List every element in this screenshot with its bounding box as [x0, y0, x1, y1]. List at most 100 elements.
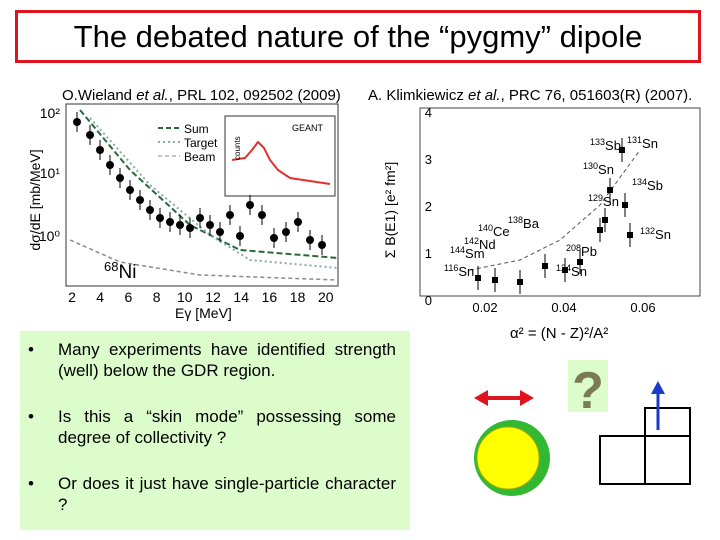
element: Sn — [458, 264, 474, 279]
mass-number: 142 — [464, 236, 479, 246]
data-point — [542, 263, 548, 269]
y-tick-label: 4 — [425, 105, 432, 120]
bullet-box: • Many experiments have identified streng… — [20, 331, 410, 530]
data-point — [136, 196, 144, 204]
nucleus-label: 130Sn — [583, 161, 614, 177]
legend-entry: Target — [184, 136, 218, 150]
nucleus-label: 138Ba — [508, 215, 540, 231]
nucleus-label: 68Ni — [104, 259, 136, 283]
bullet-dot: • — [28, 407, 34, 426]
data-point — [306, 236, 314, 244]
data-point — [318, 241, 326, 249]
mass-number: 133 — [590, 137, 605, 147]
x-axis-label: Eγ [MeV] — [175, 305, 232, 321]
data-point — [176, 221, 184, 229]
y-tick-label: 10⁰ — [39, 228, 61, 244]
legend-entry: Sum — [184, 122, 209, 136]
y-axis-label: Σ B(E1) [e² fm²] — [382, 162, 398, 259]
x-tick-label: 16 — [262, 289, 278, 305]
y-tick-label: 2 — [425, 199, 432, 214]
bullet-text: Many experiments have identified strengt… — [58, 340, 396, 380]
mass-number: 138 — [508, 215, 523, 225]
data-point — [492, 277, 498, 283]
nucleus-label: 132Sn — [640, 226, 671, 242]
legend-entry: Beam — [184, 150, 215, 164]
data-point — [282, 228, 290, 236]
x-axis-label: α² = (N - Z)²/A² — [510, 325, 608, 342]
x-tick-label: 6 — [125, 289, 133, 305]
nucleus-label: 129Sn — [588, 193, 619, 209]
illustrations: ? — [474, 360, 691, 496]
nucleus-label: 131Sn — [627, 135, 658, 151]
data-point — [258, 211, 266, 219]
nucleus-label: 140Ce — [478, 223, 510, 239]
mass-number: 129 — [588, 193, 603, 203]
data-point — [627, 232, 633, 238]
data-point — [206, 221, 214, 229]
sum-curve — [79, 109, 339, 259]
element: Ce — [493, 224, 510, 239]
nucleus-label: 124Sn — [556, 263, 587, 279]
y-tick-label: 10² — [40, 105, 61, 121]
x-tick-label: 20 — [318, 289, 334, 305]
nucleus-label: 144Sm — [450, 245, 485, 261]
data-point — [73, 118, 81, 126]
bullet-text: Or does it just have single-particle cha… — [58, 474, 396, 514]
y-tick-label: 3 — [425, 152, 432, 167]
et-al: et al. — [468, 87, 501, 104]
plot-frame — [65, 103, 339, 287]
up-arrow-head — [651, 381, 665, 394]
element: Sn — [598, 162, 614, 177]
nucleus-label: 134Sb — [632, 177, 663, 193]
data-point — [106, 161, 114, 169]
element: Sm — [465, 246, 485, 261]
inset-label: GEANT — [292, 123, 324, 133]
mass-number: 140 — [478, 223, 493, 233]
mass-number: 144 — [450, 245, 465, 255]
authors: O.Wieland — [62, 87, 133, 104]
data-point — [146, 206, 154, 214]
citation: O.Wieland et al., PRL 102, 092502 (2009) — [62, 86, 352, 105]
x-tick-label: 0.04 — [551, 300, 576, 315]
nucleus-label: 142Nd — [464, 236, 496, 252]
data-point — [246, 201, 254, 209]
plot-frame — [419, 107, 701, 297]
bullet-dot: • — [28, 340, 34, 359]
mass-number: 208 — [566, 243, 581, 253]
citation: A. Klimkiewicz et al., PRC 76, 051603(R)… — [368, 86, 708, 105]
data-point — [96, 146, 104, 154]
slide-title: The debated nature of the “pygmy” dipole — [15, 10, 701, 63]
data-point — [475, 275, 481, 281]
data-point — [196, 214, 204, 222]
x-tick-label: 10 — [177, 289, 193, 305]
y-tick-label: 1 — [425, 246, 432, 261]
trend-line — [469, 149, 641, 271]
element: Sn — [571, 264, 587, 279]
data-point — [126, 186, 134, 194]
x-tick-label: 18 — [290, 289, 306, 305]
data-point — [577, 259, 583, 265]
data-point — [86, 131, 94, 139]
data-point — [619, 147, 625, 153]
beam-curve — [69, 239, 339, 281]
data-point — [602, 217, 608, 223]
x-tick-label: 14 — [233, 289, 249, 305]
data-point — [186, 224, 194, 232]
authors: A. Klimkiewicz — [368, 87, 464, 104]
mass-number: 116 — [444, 263, 458, 273]
reference: , PRL 102, 092502 (2009) — [168, 87, 341, 104]
data-point — [236, 232, 244, 240]
element: Nd — [479, 237, 496, 252]
bullet: • Or does it just have single-particle ch… — [28, 473, 396, 515]
data-point — [597, 227, 603, 233]
data-point — [622, 202, 628, 208]
data-point — [116, 174, 124, 182]
element: Sn — [642, 136, 658, 151]
element: Ba — [523, 216, 540, 231]
data-points — [73, 112, 326, 255]
y-tick-label: 0 — [425, 293, 432, 308]
level-boxes — [599, 407, 691, 485]
element: Sn — [603, 194, 619, 209]
x-tick-label: 2 — [68, 289, 76, 305]
y-axis-label: dσ/dE [mb/MeV] — [27, 149, 43, 250]
